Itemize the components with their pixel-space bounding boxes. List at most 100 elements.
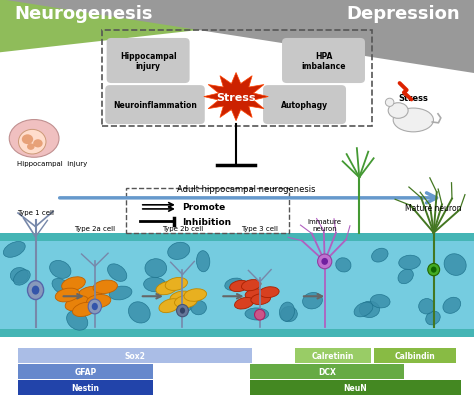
Ellipse shape (255, 310, 265, 320)
FancyBboxPatch shape (295, 348, 371, 363)
Circle shape (22, 135, 33, 145)
Ellipse shape (180, 308, 185, 314)
Ellipse shape (176, 305, 189, 317)
Ellipse shape (184, 289, 207, 301)
Circle shape (33, 140, 43, 148)
Text: NeuN: NeuN (344, 384, 367, 392)
Text: Adult hippocampal neurogenesis: Adult hippocampal neurogenesis (177, 184, 316, 193)
Ellipse shape (229, 281, 249, 292)
Ellipse shape (18, 130, 46, 155)
Ellipse shape (245, 289, 265, 300)
Text: Depression: Depression (346, 5, 460, 23)
FancyBboxPatch shape (374, 348, 456, 363)
Ellipse shape (398, 270, 413, 284)
Text: Nestin: Nestin (71, 384, 100, 392)
Ellipse shape (170, 291, 192, 304)
Ellipse shape (393, 109, 433, 133)
Text: Stress: Stress (216, 92, 256, 102)
Text: DCX: DCX (318, 367, 336, 376)
Ellipse shape (108, 264, 127, 282)
FancyBboxPatch shape (250, 364, 404, 379)
Ellipse shape (32, 286, 39, 295)
Polygon shape (0, 0, 474, 53)
FancyBboxPatch shape (0, 241, 474, 329)
Ellipse shape (67, 311, 88, 330)
Text: Hippocampal  injury: Hippocampal injury (17, 160, 87, 166)
Ellipse shape (55, 288, 79, 302)
Text: Hippocampal
injury: Hippocampal injury (120, 52, 176, 71)
Ellipse shape (88, 299, 101, 314)
Circle shape (27, 144, 35, 151)
Text: Neuroinflammation: Neuroinflammation (113, 101, 197, 110)
Ellipse shape (241, 280, 261, 291)
Ellipse shape (65, 296, 89, 311)
Ellipse shape (165, 278, 188, 291)
Ellipse shape (259, 287, 279, 298)
Ellipse shape (385, 99, 394, 107)
Ellipse shape (191, 301, 207, 315)
Text: Calbindin: Calbindin (394, 351, 435, 360)
Ellipse shape (128, 302, 150, 323)
Text: Type 2b cell: Type 2b cell (162, 225, 203, 231)
Text: Neurogenesis: Neurogenesis (14, 5, 153, 23)
Ellipse shape (354, 302, 373, 317)
Ellipse shape (245, 308, 269, 320)
Polygon shape (204, 73, 268, 121)
Ellipse shape (27, 281, 44, 300)
Text: Stress: Stress (398, 94, 428, 103)
FancyBboxPatch shape (18, 364, 153, 379)
Ellipse shape (251, 294, 271, 305)
Ellipse shape (318, 254, 332, 269)
FancyBboxPatch shape (0, 233, 474, 337)
Ellipse shape (10, 268, 28, 283)
Ellipse shape (444, 254, 466, 276)
Ellipse shape (388, 103, 408, 119)
Ellipse shape (159, 299, 181, 313)
Ellipse shape (426, 311, 440, 325)
Ellipse shape (9, 120, 59, 158)
FancyBboxPatch shape (18, 380, 153, 396)
Ellipse shape (81, 293, 99, 310)
Ellipse shape (3, 242, 25, 258)
Ellipse shape (145, 259, 167, 278)
Ellipse shape (399, 256, 420, 270)
Text: Type 1 cell: Type 1 cell (17, 210, 54, 216)
Text: Promote: Promote (182, 203, 226, 212)
Text: Autophagy: Autophagy (281, 101, 328, 110)
Ellipse shape (156, 282, 178, 295)
Ellipse shape (168, 243, 190, 260)
Text: Inhibition: Inhibition (182, 217, 232, 226)
Ellipse shape (196, 251, 210, 272)
Ellipse shape (302, 293, 322, 309)
Ellipse shape (73, 303, 96, 317)
Ellipse shape (281, 307, 297, 322)
Ellipse shape (372, 249, 388, 263)
Text: Mature neuron: Mature neuron (405, 204, 462, 213)
Ellipse shape (109, 286, 132, 300)
Ellipse shape (86, 295, 111, 308)
Ellipse shape (431, 267, 437, 273)
Ellipse shape (371, 295, 390, 308)
Ellipse shape (235, 298, 254, 309)
Ellipse shape (359, 301, 380, 318)
Ellipse shape (52, 279, 71, 294)
Text: Type 2a cell: Type 2a cell (74, 225, 115, 231)
FancyBboxPatch shape (18, 348, 252, 363)
Text: HPA
imbalance: HPA imbalance (301, 52, 346, 71)
Text: GFAP: GFAP (74, 367, 96, 376)
Text: Type 3 cell: Type 3 cell (241, 225, 278, 231)
FancyBboxPatch shape (107, 39, 190, 84)
Ellipse shape (78, 287, 102, 301)
Ellipse shape (62, 277, 85, 291)
FancyBboxPatch shape (263, 86, 346, 125)
FancyBboxPatch shape (105, 86, 205, 125)
Ellipse shape (174, 296, 197, 308)
Ellipse shape (279, 302, 294, 321)
Ellipse shape (93, 281, 118, 294)
Ellipse shape (50, 261, 71, 279)
FancyBboxPatch shape (250, 380, 461, 396)
Ellipse shape (14, 270, 30, 285)
Ellipse shape (443, 297, 461, 314)
FancyBboxPatch shape (282, 39, 365, 84)
Text: Calretinin: Calretinin (312, 351, 354, 360)
